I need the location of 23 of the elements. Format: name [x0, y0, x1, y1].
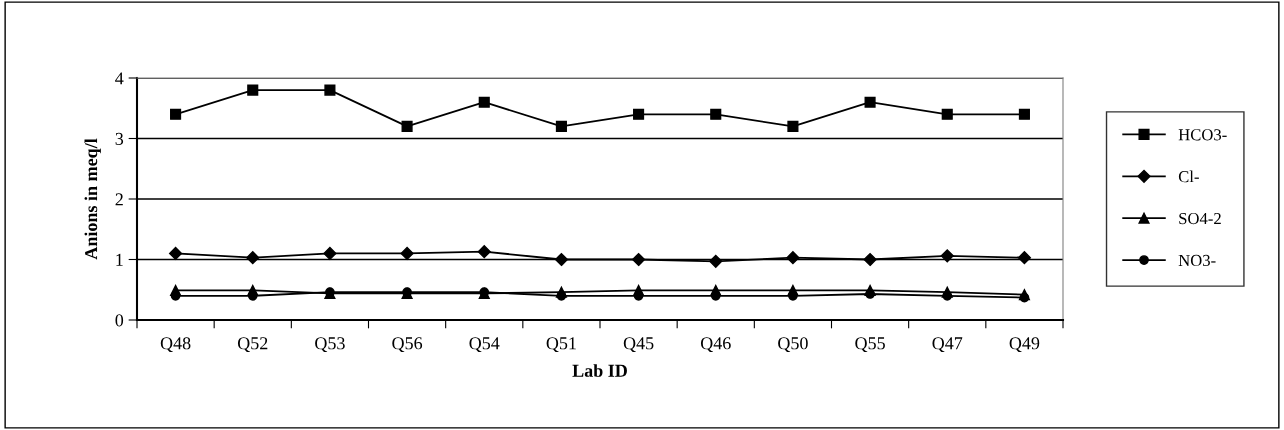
- y-tick-label: 2: [115, 193, 123, 206]
- y-tick-label: 1: [116, 253, 123, 266]
- legend-label: HCO3-: [1178, 129, 1227, 141]
- x-tick-label: Q54: [469, 337, 500, 353]
- x-tick-label: Q56: [392, 337, 423, 353]
- x-tick-label: Q52: [237, 337, 268, 353]
- legend-label: NO3-: [1178, 254, 1216, 267]
- x-tick-label: Q53: [315, 337, 345, 353]
- x-axis-title: Lab ID: [572, 364, 627, 377]
- y-tick-label: 3: [115, 132, 124, 145]
- x-tick-label: Q45: [623, 337, 654, 353]
- x-tick-label: Q50: [778, 337, 808, 353]
- x-tick-label: Q49: [1009, 337, 1040, 353]
- x-tick-label: Q51: [546, 337, 576, 353]
- y-tick-label: 4: [115, 72, 124, 85]
- x-tick-label: Q55: [855, 337, 885, 353]
- x-tick-label: Q47: [932, 337, 963, 353]
- legend-label: Cl-: [1178, 170, 1199, 183]
- x-tick-label: Q46: [700, 337, 731, 353]
- y-tick-label: 0: [115, 314, 124, 327]
- y-axis-title: Anions in meq/l: [84, 138, 101, 260]
- x-tick-label: Q48: [160, 337, 191, 353]
- legend-label: SO4-2: [1179, 212, 1221, 225]
